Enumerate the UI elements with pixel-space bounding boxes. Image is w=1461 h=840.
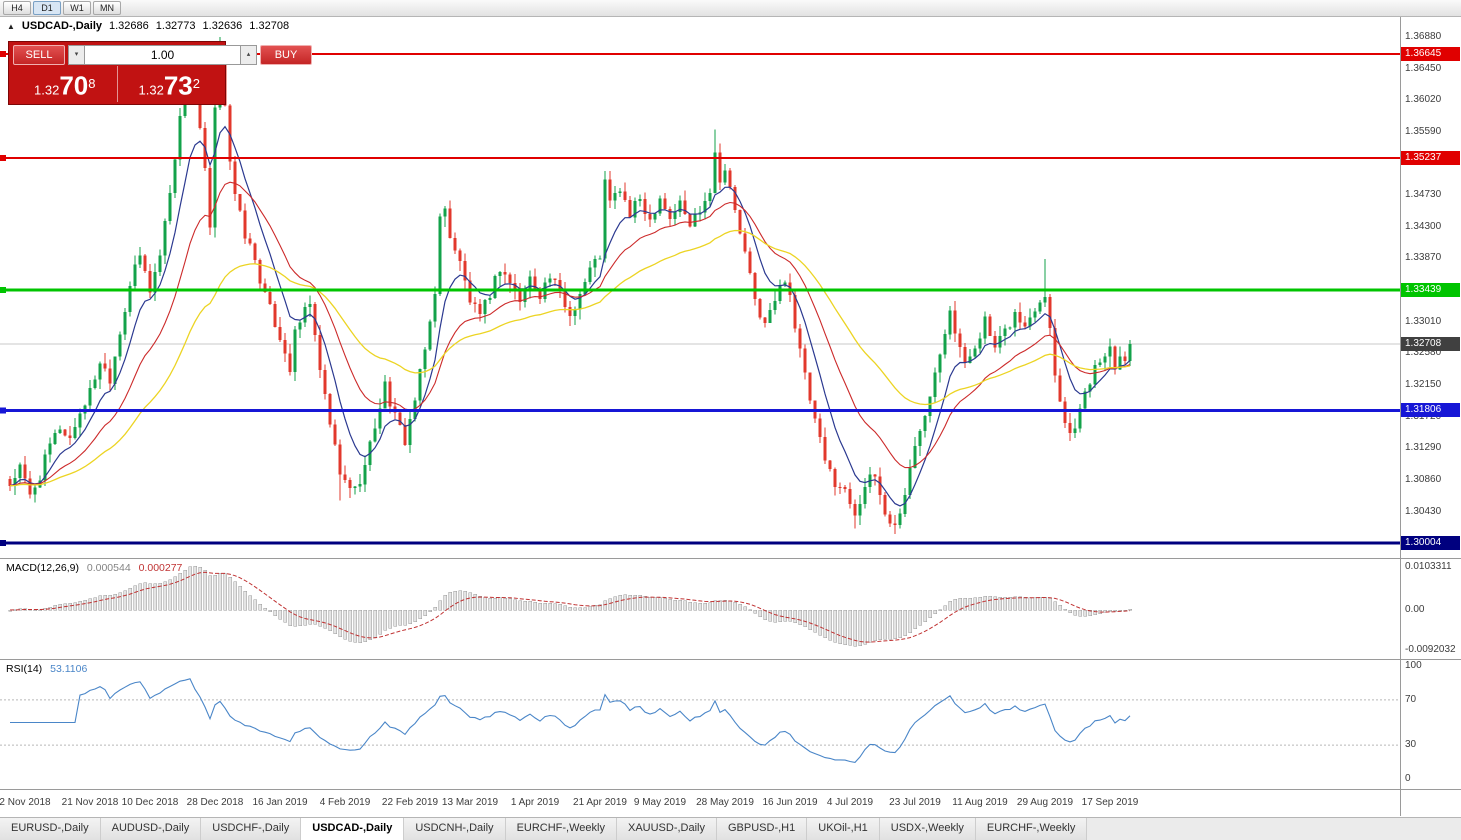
tab-gbpusd-h1[interactable]: GBPUSD-,H1 [717, 818, 808, 840]
ohlc-close: 1.32708 [249, 20, 290, 32]
buy-price-pipette: 2 [192, 76, 200, 91]
timeframe-button-mn[interactable]: MN [93, 1, 121, 15]
price-axis-border [1400, 17, 1401, 816]
time-axis-label: 16 Jun 2019 [762, 797, 818, 808]
timeframe-button-d1[interactable]: D1 [33, 1, 61, 15]
time-axis-label: 9 May 2019 [633, 797, 687, 808]
buy-price-main: 73 [163, 70, 193, 101]
volume-decrease-button[interactable]: ▾ [68, 45, 85, 65]
time-axis-label: 23 Jul 2019 [889, 797, 941, 808]
timeframe-button-h4[interactable]: H4 [3, 1, 31, 15]
macd-signal-value: 0.000277 [138, 562, 183, 574]
chart-title: ▲ USDCAD-,Daily 1.32686 1.32773 1.32636 … [7, 20, 289, 32]
level-line-1.35237[interactable] [0, 154, 1400, 161]
rsi-value: 53.1106 [50, 663, 88, 675]
time-axis-label: 21 Nov 2018 [61, 797, 119, 808]
time-axis-label: 2 Nov 2018 [0, 797, 51, 808]
tab-audusd-daily[interactable]: AUDUSD-,Daily [100, 818, 202, 840]
volume-increase-button[interactable]: ▴ [240, 45, 257, 65]
time-axis-label: 4 Feb 2019 [319, 797, 371, 808]
sell-price-pipette: 8 [88, 76, 96, 91]
time-axis-label: 29 Aug 2019 [1016, 797, 1074, 808]
tab-usdcnh-daily[interactable]: USDCNH-,Daily [404, 818, 506, 840]
rsi-panel-canvas[interactable] [0, 660, 1400, 789]
tab-eurchf-weekly[interactable]: EURCHF-,Weekly [505, 818, 617, 840]
timeframe-toolbar: H4 D1 W1 MN [0, 0, 1461, 17]
sell-price-prefix: 1.32 [34, 82, 60, 98]
panel-separator[interactable] [0, 659, 1461, 660]
chart-background [0, 17, 1461, 817]
rsi-indicator-label: RSI(14) 53.1106 [6, 663, 87, 675]
time-axis-label: 11 Aug 2019 [952, 797, 1008, 808]
time-axis-label: 4 Jul 2019 [826, 797, 874, 808]
buy-price-display[interactable]: 1.32732 [118, 66, 222, 102]
tab-eurusd-daily[interactable]: EURUSD-,Daily [0, 818, 101, 840]
tab-usdx-weekly[interactable]: USDX-,Weekly [879, 818, 976, 840]
timeframe-button-w1[interactable]: W1 [63, 1, 91, 15]
level-line-1.33439[interactable] [0, 287, 1400, 294]
buy-button[interactable]: BUY [260, 45, 312, 65]
rsi-title: RSI(14) [6, 663, 43, 675]
symbol-name: USDCAD-,Daily [21, 20, 102, 32]
time-axis-label: 10 Dec 2018 [121, 797, 179, 808]
time-axis-label: 21 Apr 2019 [573, 797, 627, 808]
one-click-trade-panel: SELL ▾ ▴ BUY 1.32708 1.32732 [8, 41, 312, 105]
chart-tabs-bar: EURUSD-,Daily AUDUSD-,Daily USDCHF-,Daily U… [0, 817, 1461, 840]
time-axis-label: 17 Sep 2019 [1081, 797, 1139, 808]
tab-usdcad-daily[interactable]: USDCAD-,Daily [301, 818, 405, 840]
tab-usdchf-daily[interactable]: USDCHF-,Daily [201, 818, 302, 840]
tab-xauusd-daily[interactable]: XAUUSD-,Daily [616, 818, 717, 840]
tab-eurchf-weekly[interactable]: EURCHF-,Weekly [975, 818, 1088, 840]
macd-panel-canvas[interactable] [0, 559, 1400, 659]
time-axis-label: 13 Mar 2019 [441, 797, 499, 808]
tab-ukoil-h1[interactable]: UKOil-,H1 [807, 818, 880, 840]
time-axis-label: 1 Apr 2019 [510, 797, 560, 808]
panel-separator [0, 789, 1461, 790]
volume-input[interactable] [85, 45, 240, 65]
volume-control: ▾ ▴ [68, 45, 257, 65]
panel-separator[interactable] [0, 558, 1461, 559]
macd-title: MACD(12,26,9) [6, 562, 79, 574]
ohlc-high: 1.32773 [155, 20, 196, 32]
buy-price-prefix: 1.32 [138, 82, 164, 98]
sell-price-main: 70 [59, 70, 89, 101]
time-axis-label: 28 May 2019 [696, 797, 754, 808]
macd-indicator-label: MACD(12,26,9) 0.000544 0.000277 [6, 562, 182, 574]
one-click-panel-toggle-icon[interactable]: ▲ [7, 21, 15, 31]
time-axis-label: 22 Feb 2019 [381, 797, 439, 808]
macd-main-value: 0.000544 [86, 562, 131, 574]
ohlc-open: 1.32686 [109, 20, 149, 32]
level-line-1.31806[interactable] [0, 407, 1400, 414]
level-line-1.30004[interactable] [0, 540, 1400, 546]
ohlc-low: 1.32636 [202, 20, 243, 32]
sell-price-display[interactable]: 1.32708 [13, 66, 118, 102]
time-axis-label: 16 Jan 2019 [252, 797, 308, 808]
time-axis: 2 Nov 2018 21 Nov 2018 10 Dec 2018 28 Dec 2… [0, 794, 1400, 814]
time-axis-label: 28 Dec 2018 [186, 797, 244, 808]
sell-button[interactable]: SELL [13, 45, 65, 65]
